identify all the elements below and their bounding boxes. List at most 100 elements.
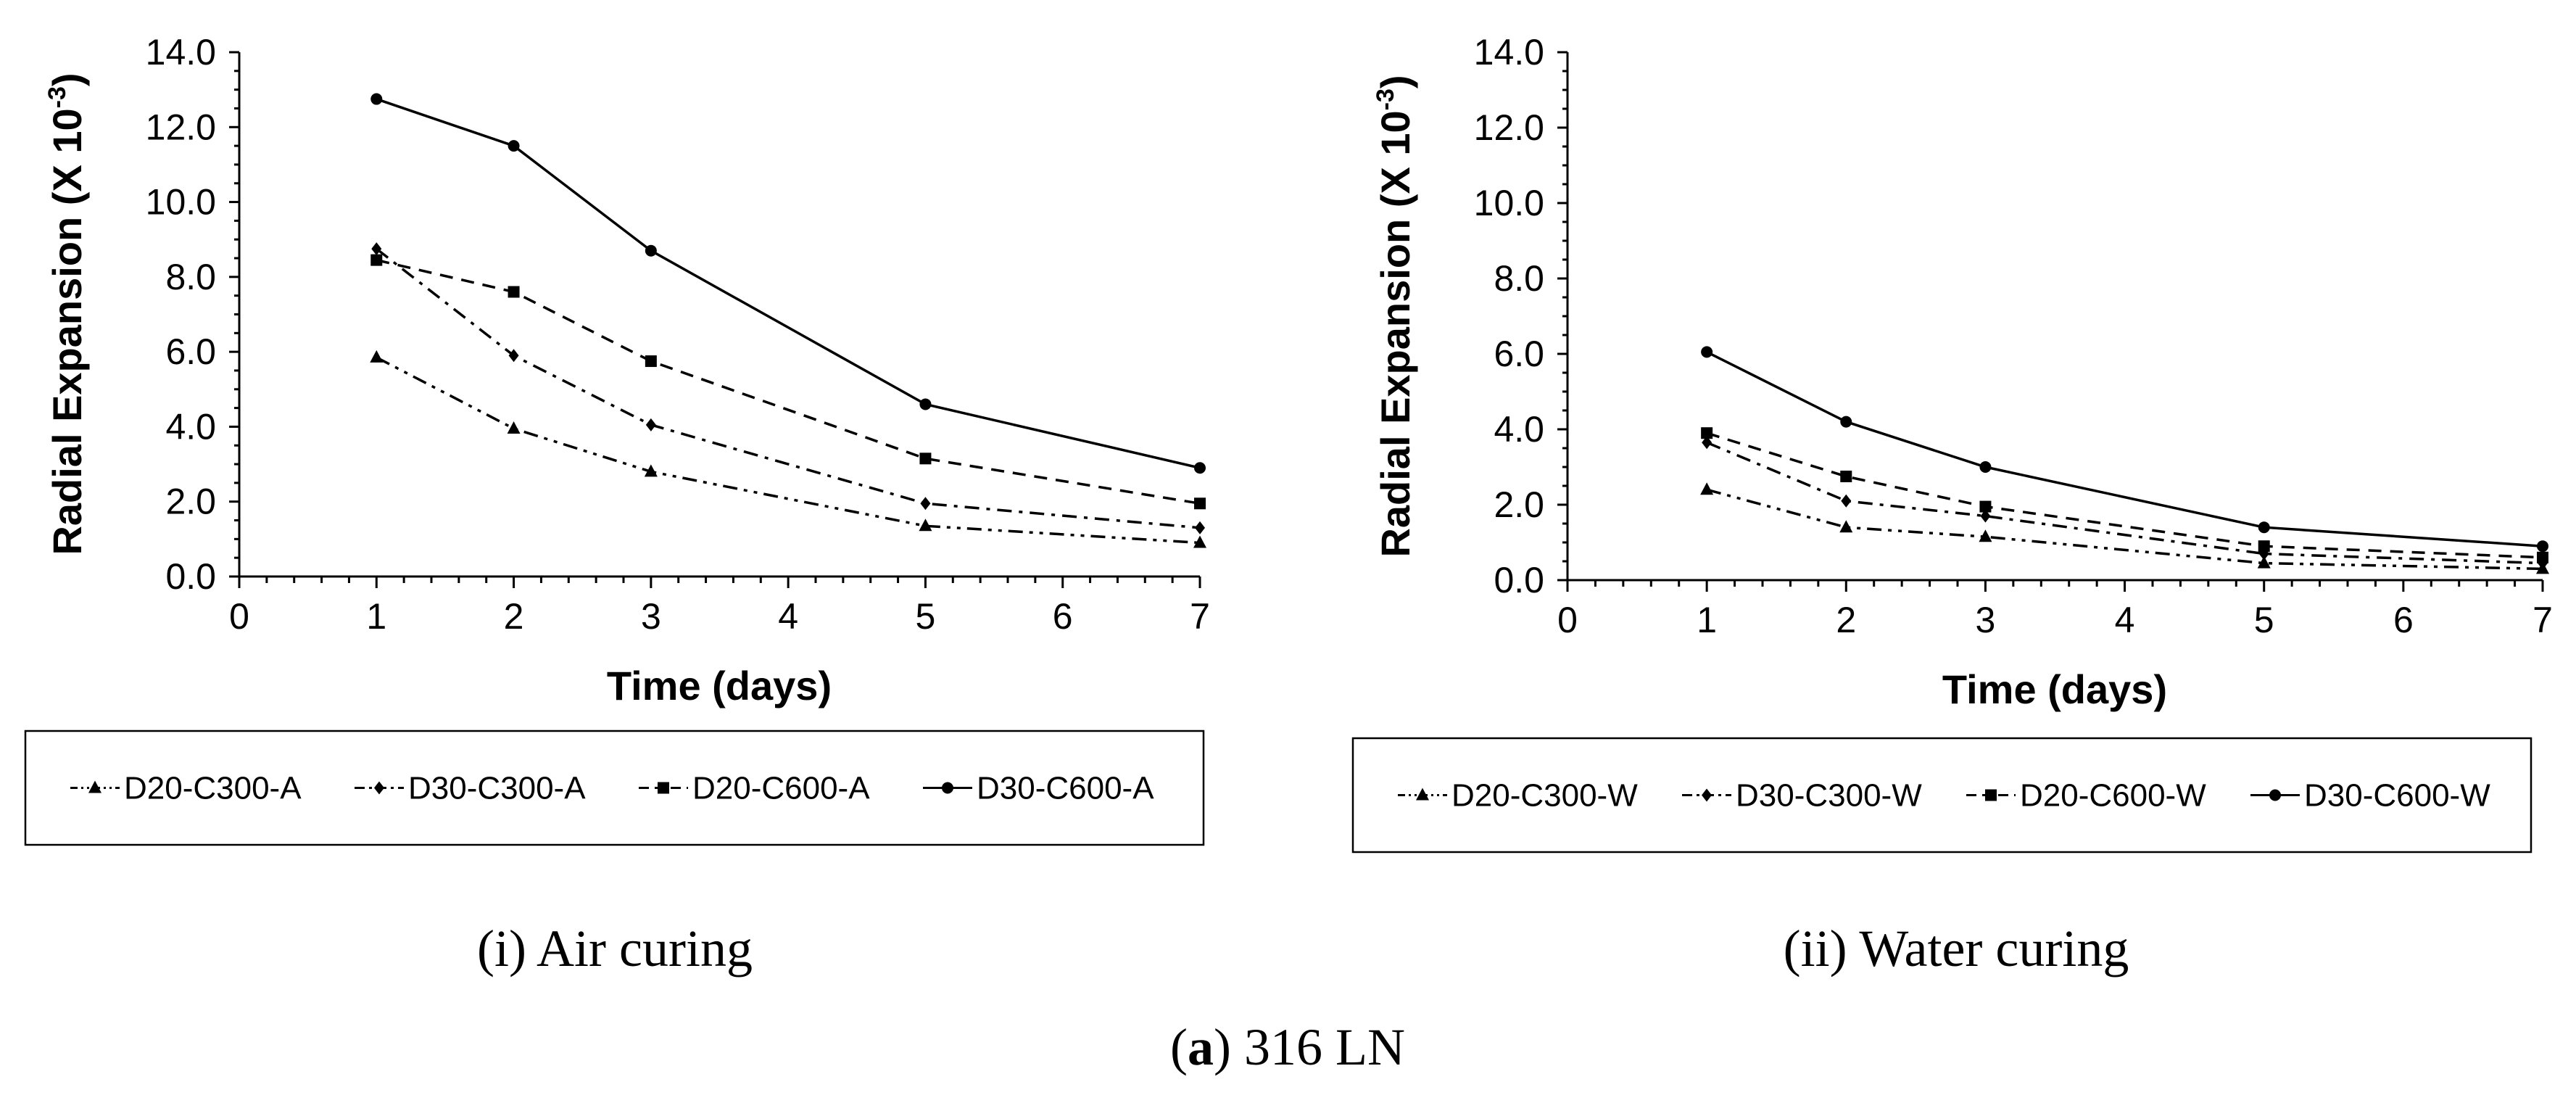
chart-air-curing-legend: D20-C300-A D30-C300-A D20-C600-A D30-C600-A bbox=[70, 771, 1154, 806]
series-line-D30-C600-W bbox=[1706, 350, 2543, 548]
y-tick-label: 14.0 bbox=[1474, 32, 1544, 73]
chart-water-curing-ticks bbox=[1557, 51, 2544, 592]
data-point-D30-C600-A bbox=[370, 93, 383, 105]
series-line-D30-C600-A bbox=[376, 97, 1201, 469]
x-tick-label: 4 bbox=[778, 596, 798, 637]
y-axis-title-main: Radial Expansion (X 10 bbox=[44, 108, 90, 555]
chart-air-curing: 0.0 2.0 4.0 6.0 8.0 10.0 12.0 14.0 0 1 2 3 4 5 6 7 Time… bbox=[24, 32, 1210, 978]
x-tick-label: 2 bbox=[504, 596, 524, 637]
x-tick-label: 3 bbox=[641, 596, 661, 637]
x-tick-label: 5 bbox=[916, 596, 936, 637]
data-point-D30-C600-W bbox=[2537, 540, 2548, 553]
x-tick-label: 5 bbox=[2254, 600, 2274, 640]
data-point-D20-C600-A bbox=[508, 286, 520, 298]
y-tick-label: 10.0 bbox=[1474, 183, 1544, 223]
y-tick-label: 6.0 bbox=[1494, 334, 1544, 374]
x-tick-label: 3 bbox=[1976, 600, 1996, 640]
data-point-D30-C600-A bbox=[645, 244, 657, 257]
data-point-D20-C300-W bbox=[1839, 520, 1853, 533]
x-tick-label: 6 bbox=[1053, 596, 1073, 637]
legend-marker bbox=[1702, 788, 1712, 802]
data-point-D30-C600-W bbox=[1701, 346, 1713, 358]
chart-caption: (i) Air curing bbox=[477, 920, 753, 978]
y-tick-label: 8.0 bbox=[1494, 258, 1544, 299]
data-point-D20-C300-A bbox=[644, 464, 658, 477]
legend-marker bbox=[2269, 789, 2281, 801]
data-point-D30-C600-W bbox=[1840, 416, 1852, 428]
chart-caption: (ii) Water curing bbox=[1784, 920, 2129, 978]
x-tick-label: 7 bbox=[1190, 596, 1210, 637]
data-point-D30-C300-A bbox=[920, 497, 931, 511]
chart-air-curing-tick-labels: 0.0 2.0 4.0 6.0 8.0 10.0 12.0 14.0 0 1 2 3 4 5 6 7 bbox=[146, 32, 1210, 637]
x-axis-title: Time (days) bbox=[607, 663, 832, 708]
x-tick-label: 2 bbox=[1836, 600, 1856, 640]
data-point-D30-C600-W bbox=[1979, 461, 1992, 473]
figure-caption: (a) 316 LN bbox=[1170, 1018, 1405, 1076]
y-tick-label: 0.0 bbox=[1494, 560, 1544, 600]
data-point-D30-C300-A bbox=[1195, 521, 1205, 534]
chart-water-curing-legend: D20-C300-W D30-C300-W D20-C600-W D30-C600-W bbox=[1398, 778, 2490, 814]
series-line-D30-C300-A bbox=[376, 247, 1201, 529]
data-point-D20-C300-A bbox=[507, 421, 521, 434]
y-tick-label: 2.0 bbox=[165, 482, 216, 522]
data-point-D30-C600-A bbox=[919, 398, 932, 410]
data-point-D20-C600-W bbox=[1701, 427, 1713, 439]
chart-air-curing-axes bbox=[238, 52, 1200, 578]
figure-caption-letter: a bbox=[1188, 1018, 1214, 1076]
legend-label: D20-C600-W bbox=[2020, 778, 2206, 814]
data-point-D20-C600-W bbox=[1979, 500, 1992, 513]
series-line-D20-C300-A bbox=[376, 356, 1201, 545]
data-point-D20-C600-W bbox=[2537, 551, 2548, 563]
x-tick-label: 6 bbox=[2393, 600, 2414, 640]
legend-marker bbox=[88, 780, 102, 793]
y-tick-label: 0.0 bbox=[165, 556, 216, 597]
legend-marker bbox=[1985, 789, 1997, 801]
legend-label: D20-C300-A bbox=[124, 771, 302, 806]
x-tick-label: 0 bbox=[1557, 600, 1578, 640]
legend-label: D20-C600-A bbox=[692, 771, 870, 806]
data-point-D20-C300-A bbox=[1193, 535, 1206, 548]
data-point-D30-C300-A bbox=[508, 349, 519, 363]
data-point-D20-C600-A bbox=[919, 453, 932, 465]
data-point-D30-C600-A bbox=[1194, 462, 1206, 474]
y-tick-label: 12.0 bbox=[146, 107, 216, 147]
x-tick-label: 1 bbox=[1697, 600, 1717, 640]
y-tick-label: 2.0 bbox=[1494, 484, 1544, 525]
legend-box bbox=[24, 730, 1205, 846]
legend-box bbox=[1351, 737, 2532, 854]
figure-caption-text: 316 LN bbox=[1244, 1018, 1405, 1076]
data-point-D20-C600-A bbox=[370, 254, 383, 266]
y-tick-label: 14.0 bbox=[146, 32, 216, 73]
series-line-D30-C300-W bbox=[1706, 441, 2543, 565]
series-line-D20-C300-W bbox=[1706, 488, 2543, 571]
data-point-D20-C600-A bbox=[1194, 497, 1206, 510]
data-point-D30-C300-W bbox=[1980, 509, 1991, 523]
y-tick-label: 4.0 bbox=[165, 406, 216, 447]
series-line-D20-C600-A bbox=[376, 258, 1201, 505]
data-point-D30-C300-W bbox=[1841, 494, 1852, 508]
x-tick-label: 4 bbox=[2115, 600, 2135, 640]
y-axis-title-sup: -3 bbox=[1372, 88, 1399, 110]
legend-label: D20-C300-W bbox=[1451, 778, 1638, 814]
legend-label: D30-C600-A bbox=[977, 771, 1154, 806]
y-axis-title-sup: -3 bbox=[44, 86, 71, 108]
data-point-D30-C300-W bbox=[1702, 436, 1712, 450]
y-axis-title: Radial Expansion (X 10-3) bbox=[44, 73, 90, 555]
data-point-D20-C600-A bbox=[645, 355, 657, 368]
legend-marker bbox=[1416, 788, 1429, 801]
y-axis-title: Radial Expansion (X 10-3) bbox=[1372, 75, 1418, 557]
legend-label: D30-C300-W bbox=[1736, 778, 1922, 814]
data-point-D20-C300-A bbox=[919, 518, 932, 532]
y-tick-label: 10.0 bbox=[146, 182, 216, 223]
data-point-D20-C300-W bbox=[2257, 555, 2271, 569]
chart-water-curing-axes bbox=[1566, 52, 2543, 582]
chart-water-curing-tick-labels: 0.0 2.0 4.0 6.0 8.0 10.0 12.0 14.0 0 1 2 3 4 5 6 7 bbox=[1474, 32, 2553, 640]
y-tick-label: 8.0 bbox=[165, 257, 216, 297]
data-point-D20-C300-W bbox=[1700, 482, 1714, 495]
data-point-D30-C600-W bbox=[2258, 521, 2270, 534]
x-axis-title: Time (days) bbox=[1942, 666, 2167, 712]
y-axis-title-main: Radial Expansion (X 10 bbox=[1372, 110, 1418, 557]
chart-water-curing-series bbox=[1700, 346, 2549, 574]
legend-marker bbox=[374, 781, 384, 795]
